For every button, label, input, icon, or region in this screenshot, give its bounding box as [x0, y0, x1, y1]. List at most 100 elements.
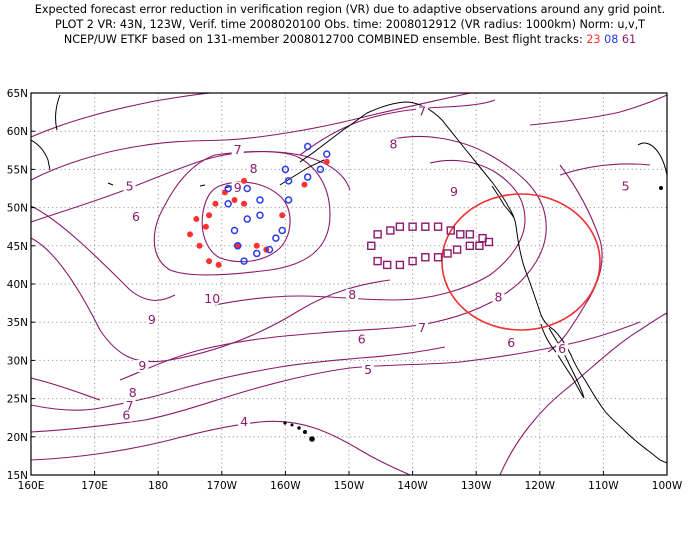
contour-lines [31, 93, 667, 475]
track-b-point [284, 196, 293, 204]
contour-line [299, 99, 496, 156]
contour-line [31, 93, 471, 181]
track-c-point [386, 226, 395, 235]
contour-label: 6 [507, 335, 515, 350]
contour-label-mask [346, 288, 359, 301]
track-c-point [456, 230, 465, 239]
contour-label: 8 [390, 136, 398, 151]
longitude-tick-label: 170E [81, 480, 108, 492]
contour-label: 5 [622, 179, 630, 194]
contour-line [529, 94, 667, 126]
contour-label: 5 [364, 362, 372, 377]
coast-island [107, 182, 114, 186]
track-c-point [421, 222, 430, 231]
longitude-tick-label: 130W [461, 480, 492, 492]
track-c-point [395, 222, 405, 231]
track-a-point [231, 196, 238, 203]
track-b-point [230, 226, 239, 235]
track-b-point [322, 150, 331, 158]
flight-tracks [187, 142, 494, 270]
contour-label-mask [619, 180, 632, 193]
track-c-point [433, 253, 443, 262]
longitude-tick-label: 170W [207, 480, 238, 492]
contour-label: 6 [358, 331, 366, 346]
title-line-3: NCEP/UW ETKF based on 131-member 2008012… [0, 32, 700, 47]
contour-label-mask [362, 363, 375, 376]
track-c-point [443, 249, 452, 258]
coast-hudson [637, 142, 667, 176]
contour-label: 9 [148, 312, 156, 327]
track-c-point [433, 222, 443, 231]
track-b-point [303, 173, 312, 181]
track-c-point [484, 237, 494, 247]
contour-label: 8 [129, 385, 137, 400]
contour-line [31, 420, 411, 475]
track-a-point [202, 223, 209, 230]
contour-label-mask [416, 105, 429, 118]
track-b-point [281, 165, 290, 174]
contour-line [31, 93, 211, 138]
contour-label: 6 [122, 408, 130, 423]
track-b-point [253, 249, 261, 258]
contour-label: 7 [418, 320, 426, 335]
contour-label: 10 [204, 291, 220, 306]
track-c-point [382, 260, 392, 270]
track-a-point [253, 242, 260, 249]
track-b-point [224, 184, 232, 193]
contour-line [31, 377, 101, 401]
longitude-tick-label: 160E [18, 480, 45, 492]
contour-label-mask [247, 162, 260, 175]
track-c-point [373, 256, 382, 266]
track-a-point [196, 242, 203, 249]
latitude-tick-label: 35N [7, 317, 28, 329]
track-a-point [206, 212, 213, 219]
contour-line [201, 181, 291, 263]
verification-region-circle [441, 193, 601, 331]
track-a-point [301, 181, 308, 188]
track-c-point [408, 222, 417, 231]
track-c-point [408, 256, 417, 266]
contour-label-mask [129, 211, 142, 224]
contour-label-mask [447, 185, 460, 198]
track-c-point [395, 260, 405, 270]
longitude-tick-label: 140W [397, 480, 428, 492]
contour-label-mask [231, 182, 244, 195]
coast-aleutian-island [199, 184, 206, 187]
title-line-2: PLOT 2 VR: 43N, 123W, Verif. time 200802… [55, 18, 645, 31]
title-line-3-text: NCEP/UW ETKF based on 131-member 2008012… [63, 33, 583, 46]
latitude-tick-label: 40N [7, 279, 28, 291]
latitude-tick-label: 30N [7, 355, 28, 367]
track-b-point [303, 142, 312, 151]
island [297, 426, 301, 430]
track-b-label: 08 [604, 33, 619, 46]
contour-label: 9 [138, 358, 146, 373]
contour-label: 8 [250, 161, 258, 176]
track-c-point [475, 241, 484, 251]
coast-alaska-peninsula [279, 159, 325, 186]
track-a-point [241, 177, 248, 184]
contour-label: 8 [348, 287, 356, 302]
track-c-point [421, 253, 430, 262]
track-c-label: 61 [621, 33, 637, 46]
coast-north-america [299, 101, 667, 464]
contour-label: 6 [558, 341, 566, 356]
track-b-point [224, 200, 232, 208]
coast-baja [540, 323, 585, 399]
contour-label-mask [355, 333, 368, 346]
track-c-point [373, 230, 382, 239]
track-b-point [256, 211, 264, 219]
longitude-tick-label: 150W [334, 480, 365, 492]
track-a-point [187, 231, 193, 238]
contour-label: 7 [418, 104, 426, 119]
longitude-tick-label: 180 [148, 480, 168, 492]
track-c-point [446, 226, 455, 235]
island [290, 423, 294, 427]
latitude-tick-label: 25N [7, 394, 28, 406]
track-b-point [316, 165, 325, 174]
track-a-point [193, 216, 200, 223]
track-a-point [206, 258, 213, 265]
contour-label-mask [136, 360, 149, 373]
title-block: Expected forecast error reduction in ver… [0, 2, 700, 47]
